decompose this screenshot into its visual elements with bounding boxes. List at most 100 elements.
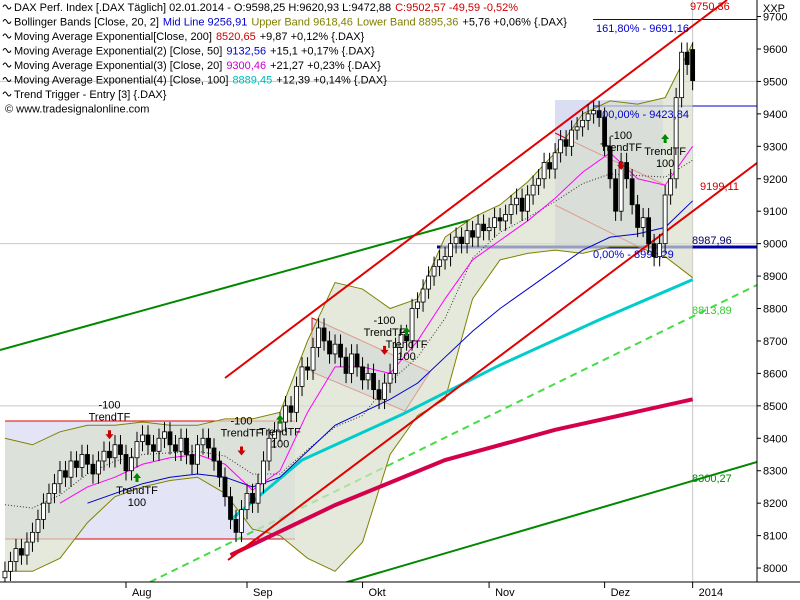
candle-body [640, 217, 646, 228]
candle-body [123, 454, 129, 472]
candle-body [426, 275, 431, 290]
candle-body [129, 457, 134, 472]
trend-line [343, 461, 757, 582]
signal-label: TrendTF [89, 411, 131, 423]
header-text: © www.tradesignalonline.com [5, 104, 149, 116]
y-tick-label: 9700 [763, 12, 787, 24]
signal-arrow [402, 326, 411, 336]
candle-body [486, 227, 492, 232]
price-label: 8813,89 [692, 305, 732, 317]
candle-body [233, 518, 239, 533]
candle-body [541, 162, 547, 180]
candle-body [437, 259, 442, 267]
candle-body [657, 243, 663, 258]
candle-body [415, 301, 420, 309]
candle-body [365, 373, 371, 381]
signal-arrow [617, 161, 626, 171]
candle-body [30, 531, 35, 543]
candle-body [580, 119, 586, 128]
header-text: Trend Trigger - Entry [3] {.DAX} [14, 89, 167, 101]
candle-body [79, 454, 85, 468]
y-tick-label: 9000 [763, 239, 787, 251]
header-line: Moving Average Exponential(4) [Close, 10… [14, 75, 387, 87]
header: DAX Perf. Index [.DAX Täglich] 02.01.201… [2, 2, 567, 116]
candle-body [635, 204, 641, 228]
header-text: Mid Line 9256,91 [163, 17, 247, 29]
header-line: Moving Average Exponential(2) [Close, 50… [14, 46, 375, 58]
candle-body [420, 288, 426, 303]
signal-label: TrendTF [644, 146, 686, 158]
candle-body [19, 548, 24, 556]
candle-body [24, 541, 30, 556]
y-tick-label: 9100 [763, 206, 787, 218]
candle-body [596, 110, 602, 118]
x-tick-label: Sep [253, 587, 273, 599]
candle-body [272, 431, 277, 439]
y-tick-label: 9600 [763, 44, 787, 56]
candle-body [156, 437, 162, 452]
candle-body [662, 194, 668, 245]
signal-label: TrendTF [386, 339, 428, 351]
candle-body [305, 366, 310, 371]
trend-line [149, 284, 757, 582]
candles [2, 42, 696, 582]
candle-body [35, 518, 41, 533]
y-tick-label: 8700 [763, 336, 787, 348]
candle-body [145, 434, 151, 446]
candle-body [530, 184, 536, 196]
header-text: Moving Average Exponential(2) [Close, 50… [14, 46, 222, 58]
candle-body [283, 405, 288, 423]
y-tick-label: 9500 [763, 76, 787, 88]
header-text: Moving Average Exponential(3) [Close, 20… [14, 60, 222, 72]
candle-body [206, 437, 211, 449]
candle-body [431, 265, 437, 277]
candle-body [13, 548, 19, 562]
candle-body [387, 373, 393, 384]
y-tick-label: 8300 [763, 466, 787, 478]
candle-body [162, 431, 167, 439]
signal-arrow [105, 430, 114, 440]
candle-body [448, 243, 453, 258]
candle-body [118, 444, 123, 455]
price-label: 0,00% - 8991,29 [593, 249, 674, 261]
candle-body [134, 441, 140, 459]
candle-body [673, 97, 679, 180]
y-tick-label: 9400 [763, 109, 787, 121]
legend-icon [2, 19, 12, 24]
signal-label: TrendTF [221, 428, 263, 440]
candle-body [547, 162, 552, 170]
candle-body [591, 110, 597, 115]
candle-body [321, 327, 327, 342]
candle-body [316, 327, 321, 348]
header-text: Upper Band 9618,46 [251, 17, 353, 29]
y-tick-label: 9300 [763, 141, 787, 153]
candle-body [8, 561, 13, 572]
candle-body [288, 405, 294, 413]
candle-body [629, 178, 635, 206]
header-text: 8520,65 [216, 31, 256, 43]
legend-icon [2, 91, 12, 97]
candle-body [442, 256, 448, 261]
candle-body [475, 223, 481, 238]
legend-icon [2, 33, 12, 39]
y-axis-label: XXP [763, 3, 785, 15]
candle-body [90, 463, 96, 475]
candle-body [371, 373, 376, 391]
header-text: Moving Average Exponential[Close, 200] [14, 31, 212, 43]
moving-average [87, 200, 693, 504]
candle-body [244, 493, 250, 511]
candle-body [112, 444, 118, 459]
candle-body [266, 437, 272, 462]
candle-body [668, 178, 674, 196]
header-line: Trend Trigger - Entry [3] {.DAX} [14, 89, 167, 101]
header-line: Moving Average Exponential(3) [Close, 20… [14, 60, 381, 72]
header-text: +15,1 +0,17% {.DAX} [270, 46, 375, 58]
candle-body [563, 139, 569, 147]
price-label: 9750,36 [690, 1, 730, 13]
candle-body [453, 236, 459, 245]
candle-body [101, 450, 107, 462]
x-tick-label: Okt [369, 587, 386, 599]
candle-body [398, 334, 404, 348]
